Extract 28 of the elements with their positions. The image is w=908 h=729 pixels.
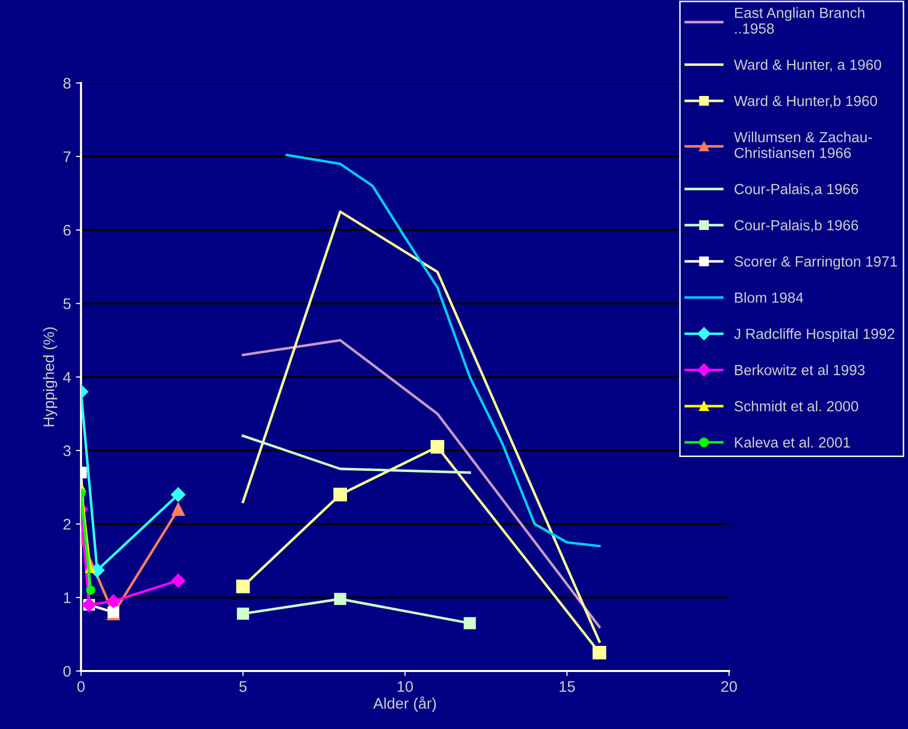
legend-label: J Radcliffe Hospital 1992: [734, 328, 894, 342]
legend-label: Willumsen & Zachau- Christiansen 1966: [734, 132, 872, 158]
y-tick-label: 1: [64, 592, 71, 604]
legend-label: Schmidt et al. 2000: [734, 400, 858, 412]
x-axis-title: Alder (år): [373, 696, 436, 712]
y-tick-label: 5: [63, 298, 71, 310]
x-tick-label: 10: [398, 681, 413, 692]
y-tick-label: 8: [63, 78, 71, 89]
legend-label: Kaleva et al. 2001: [735, 436, 850, 448]
y-tick-label: 3: [63, 445, 71, 456]
x-tick-label: 5: [239, 681, 247, 692]
legend-label: Berkowitz et al 1993: [735, 364, 865, 376]
y-axis-title: Hyppighed (%): [42, 327, 58, 426]
x-tick-label: 0: [77, 681, 85, 692]
y-tick-label: 6: [64, 224, 71, 236]
legend-label: East Anglian Branch ..1958: [735, 7, 864, 34]
legend-label: Ward & Hunter,b 1960: [734, 95, 878, 108]
legend-label: Blom 1984: [735, 292, 804, 303]
x-tick-label: 20: [721, 681, 737, 692]
legend-label: Ward & Hunter, a 1960: [734, 59, 882, 72]
y-tick-label: 2: [64, 518, 71, 530]
y-tick-label: 4: [63, 372, 71, 383]
x-tick-label: 15: [560, 681, 575, 692]
legend-label: Scorer & Farrington 1971: [734, 256, 897, 270]
legend-label: Cour-Palais,a 1966: [734, 184, 858, 196]
y-tick-label: 7: [64, 152, 71, 162]
y-tick-label: 0: [63, 666, 71, 677]
legend-label: Cour-Palais,b 1966: [734, 220, 858, 232]
